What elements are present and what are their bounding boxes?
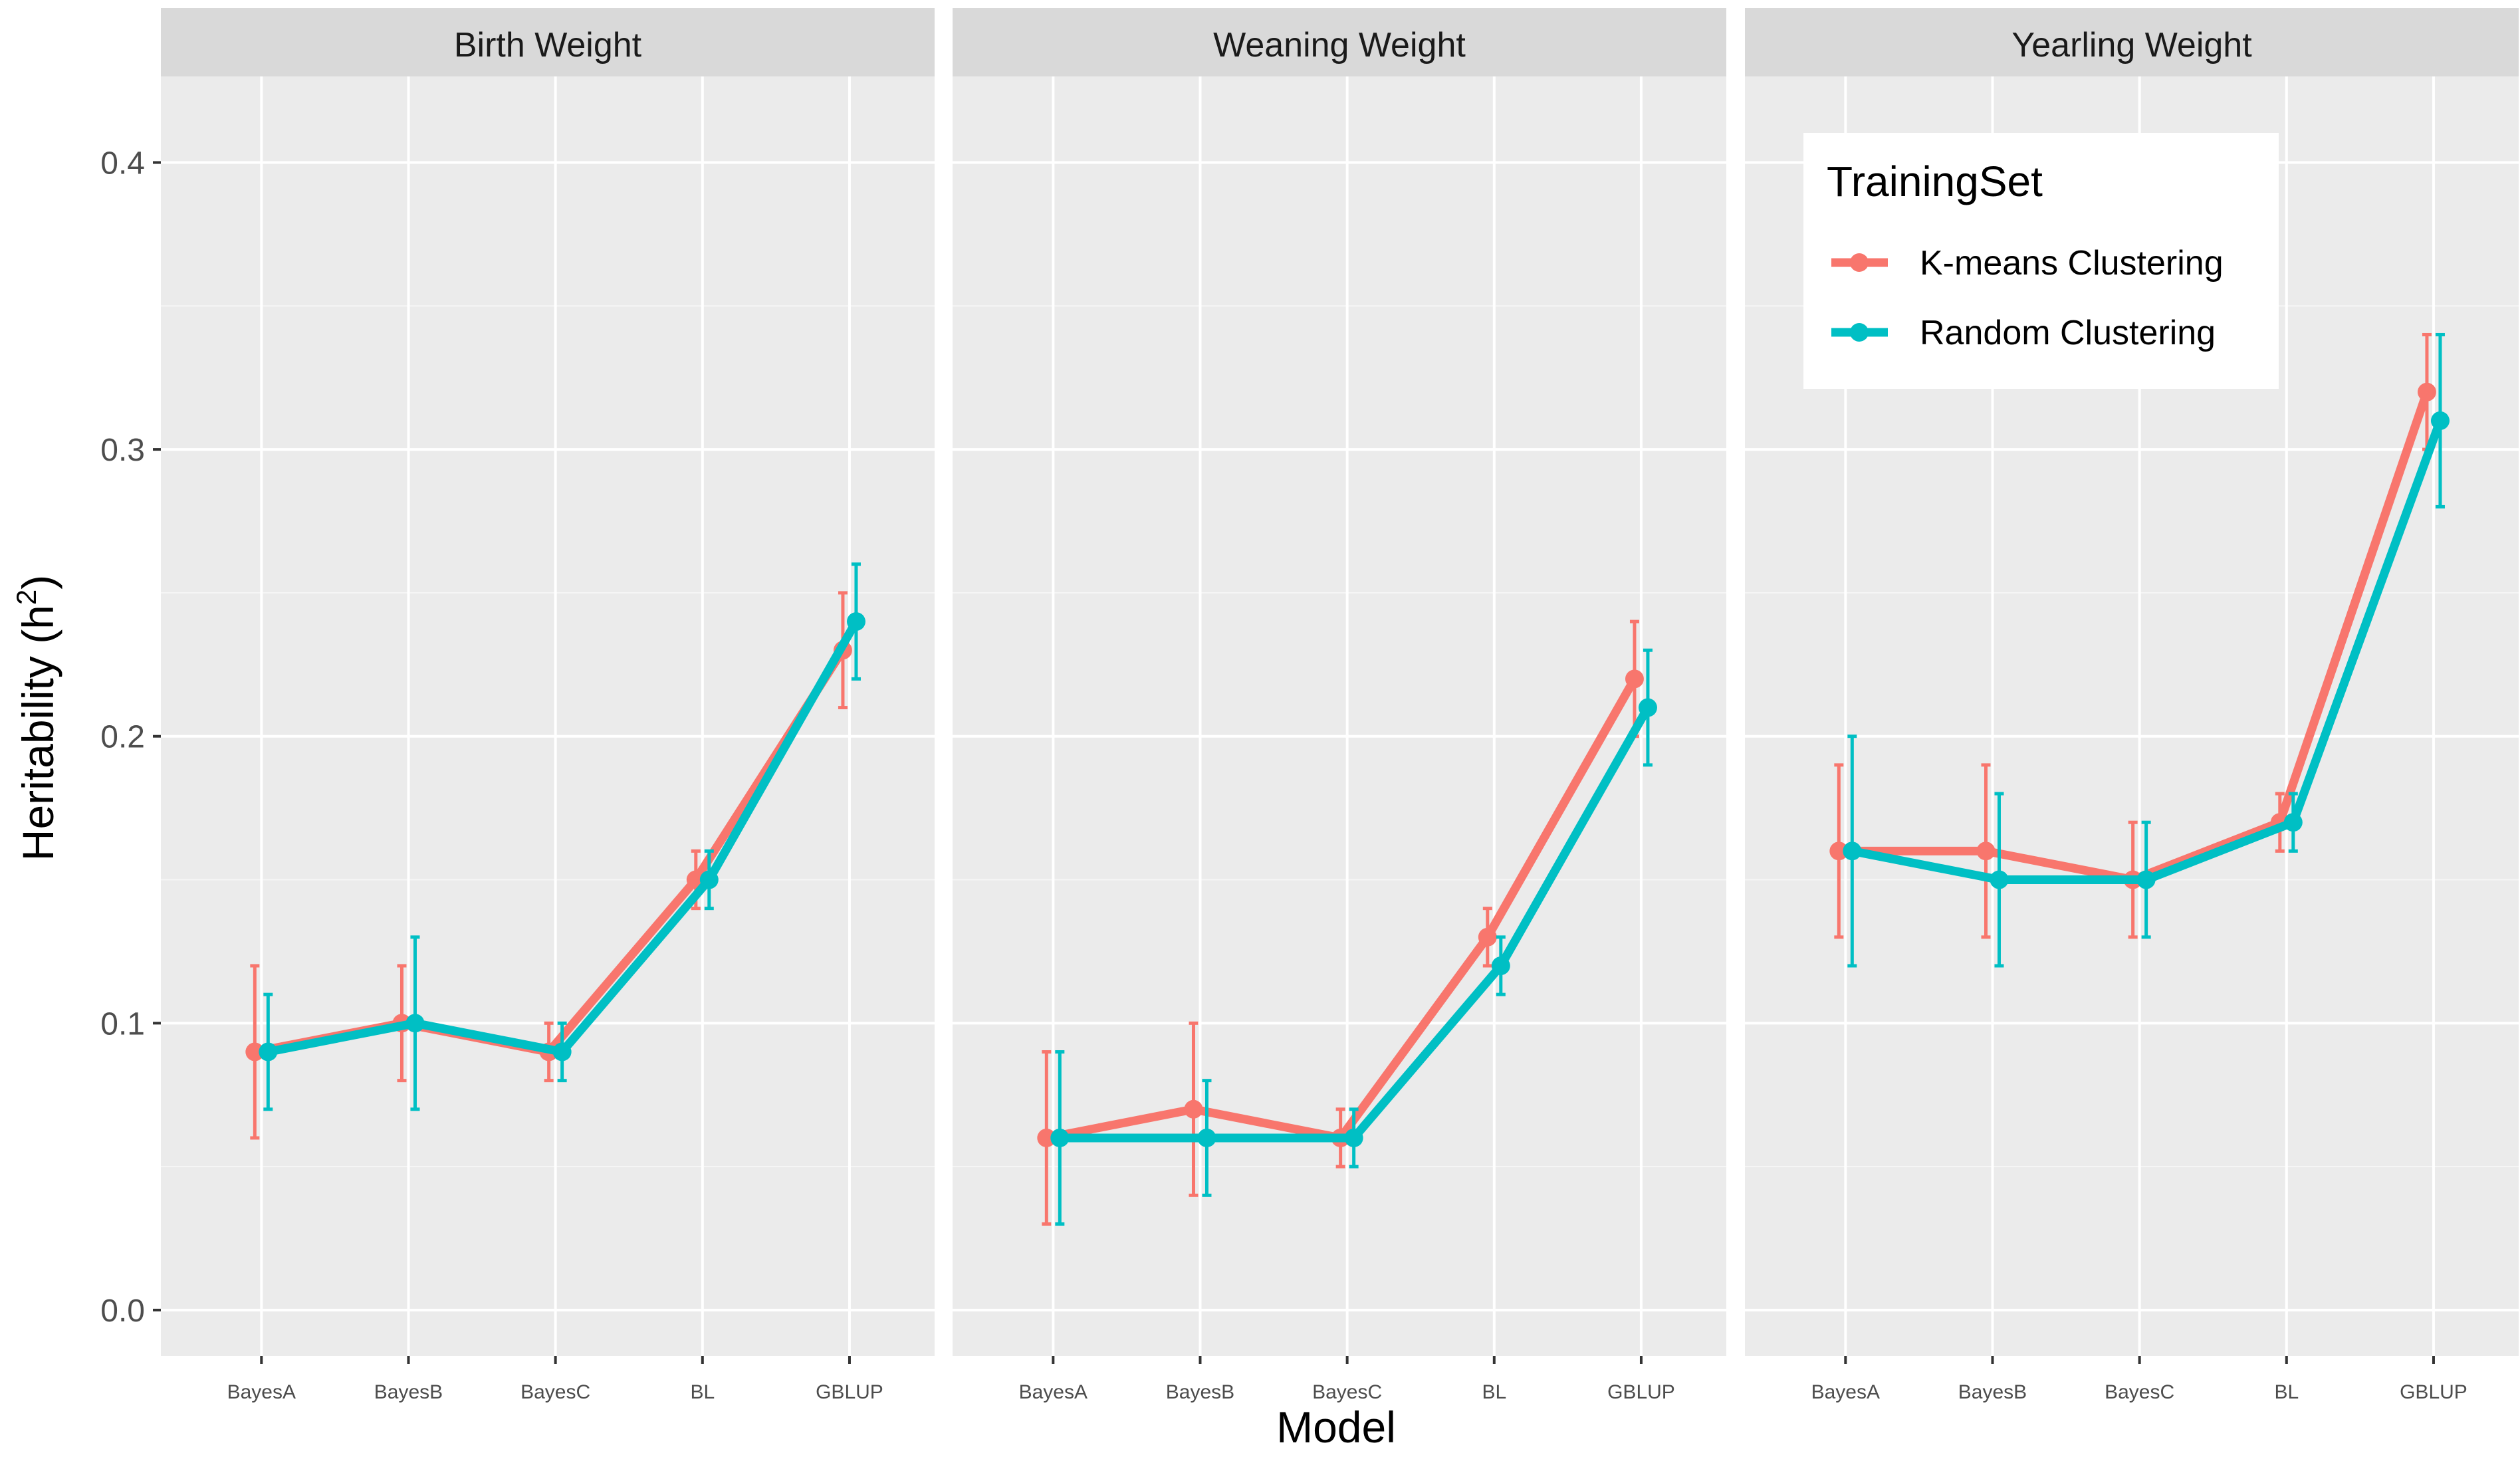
panel-weaning-weight: Weaning Weight <box>953 8 1726 1356</box>
data-point <box>245 1042 265 1062</box>
data-point <box>1478 927 1497 947</box>
x-tick-label-bayesa: BayesA <box>1019 1381 1088 1403</box>
series-random-clustering-yearling-weight <box>1843 332 2450 968</box>
x-tick-label-bl: BL <box>1482 1381 1506 1403</box>
data-point <box>1638 698 1657 717</box>
y-tick-label: 0.1 <box>100 1006 145 1042</box>
x-tick-label-gblup: GBLUP <box>2400 1381 2467 1403</box>
data-point <box>1197 1128 1216 1147</box>
y-tick-label: 0.4 <box>100 146 145 181</box>
x-tick-label-bayesa: BayesA <box>1811 1381 1880 1403</box>
legend: TrainingSet K-means Clustering Random Cl… <box>1803 133 2279 389</box>
data-point <box>1843 841 1862 861</box>
series-random-clustering-birth-weight <box>259 562 865 1111</box>
facet-strip <box>953 8 1726 76</box>
series-random-clustering-weaning-weight <box>1050 648 1657 1226</box>
facet-title-weaning-weight: Weaning Weight <box>1213 26 1466 64</box>
data-point <box>846 612 865 631</box>
x-tick-label-gblup: GBLUP <box>816 1381 883 1403</box>
data-point <box>2283 813 2303 832</box>
y-tick-label: 0.2 <box>100 720 145 755</box>
x-tick-label-bayesc: BayesC <box>1312 1381 1382 1403</box>
data-point <box>1037 1128 1056 1147</box>
panel-background <box>161 76 935 1356</box>
x-tick-label-bl: BL <box>690 1381 715 1403</box>
data-point <box>1344 1128 1363 1147</box>
x-axis-title: Model <box>1276 1402 1396 1452</box>
x-tick-label-bayesb: BayesB <box>1166 1381 1234 1403</box>
legend-label-random: Random Clustering <box>1920 314 2216 352</box>
facet-strip <box>1745 8 2519 76</box>
data-point <box>2417 382 2436 401</box>
data-point <box>1050 1128 1070 1147</box>
x-tick-label-bl: BL <box>2274 1381 2299 1403</box>
x-tick-label-bayesb: BayesB <box>374 1381 443 1403</box>
x-tick-label-bayesa: BayesA <box>227 1381 296 1403</box>
data-point <box>259 1042 278 1062</box>
data-point <box>2430 411 2450 430</box>
facet-title-birth-weight: Birth Weight <box>454 26 642 64</box>
y-axis-title: Heritability (h2) <box>11 575 62 861</box>
x-tick-label-bayesc: BayesC <box>520 1381 590 1403</box>
data-point <box>1184 1099 1203 1119</box>
x-tick-label-bayesb: BayesB <box>1958 1381 2027 1403</box>
y-tick-label: 0.3 <box>100 433 145 468</box>
x-tick-label-bayesc: BayesC <box>2105 1381 2174 1403</box>
y-axis-title-superscript: 2 <box>11 590 42 605</box>
data-point <box>552 1042 572 1062</box>
y-tick-label: 0.0 <box>100 1293 145 1329</box>
data-point <box>405 1014 425 1033</box>
data-point <box>2136 870 2156 889</box>
legend-key-kmeans <box>1831 253 1888 272</box>
legend-key-random <box>1831 323 1888 342</box>
legend-label-kmeans: K-means Clustering <box>1920 244 2224 282</box>
legend-title: TrainingSet <box>1827 158 2043 205</box>
facet-strip <box>161 8 935 76</box>
data-point <box>1976 841 1996 861</box>
data-point <box>1625 669 1644 689</box>
facet-title-yearling-weight: Yearling Weight <box>2011 26 2252 64</box>
data-point <box>1990 870 2009 889</box>
data-point <box>699 870 719 889</box>
data-point <box>1491 956 1510 976</box>
data-point <box>1829 841 1849 861</box>
panel-birth-weight: Birth Weight <box>161 8 935 1356</box>
x-tick-label-gblup: GBLUP <box>1607 1381 1675 1403</box>
